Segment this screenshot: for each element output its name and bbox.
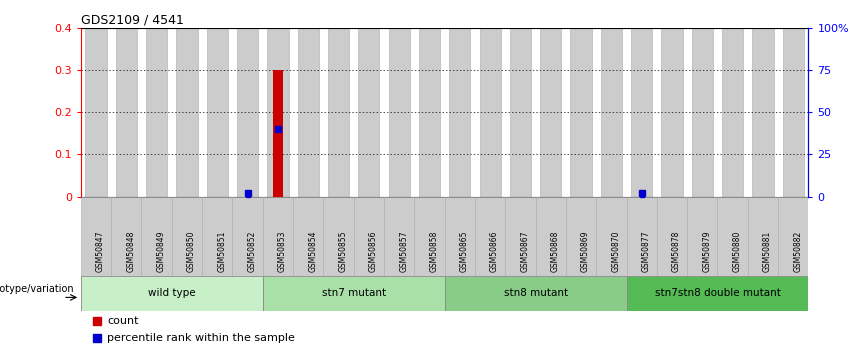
Text: GDS2109 / 4541: GDS2109 / 4541 (81, 13, 184, 27)
Bar (207, 28, 228, 197)
Text: GSM50866: GSM50866 (490, 230, 500, 272)
Text: wild type: wild type (148, 288, 196, 298)
Bar (692, 28, 713, 197)
Bar (328, 28, 349, 197)
Text: GSM50869: GSM50869 (581, 230, 590, 272)
Bar (237, 28, 258, 197)
Text: GSM50870: GSM50870 (611, 230, 620, 272)
Text: GSM50855: GSM50855 (339, 230, 347, 272)
Text: count: count (107, 316, 139, 326)
Bar (475, 197, 505, 276)
Bar (293, 197, 323, 276)
Bar (479, 28, 500, 197)
Bar (597, 197, 626, 276)
Bar (172, 197, 202, 276)
Text: GSM50852: GSM50852 (248, 231, 257, 272)
Text: GSM50854: GSM50854 (308, 230, 317, 272)
Bar (384, 197, 414, 276)
Bar (748, 197, 778, 276)
Text: GSM50879: GSM50879 (702, 230, 711, 272)
Bar (85, 28, 106, 197)
Bar (505, 197, 535, 276)
Text: GSM50882: GSM50882 (793, 231, 802, 272)
Bar (717, 197, 748, 276)
Bar (267, 28, 288, 197)
Bar (176, 28, 197, 197)
Text: GSM50877: GSM50877 (642, 230, 651, 272)
Bar (661, 28, 683, 197)
Bar (657, 197, 687, 276)
Bar (570, 28, 591, 197)
Bar (358, 28, 380, 197)
Text: GSM50849: GSM50849 (157, 230, 166, 272)
Bar (116, 28, 137, 197)
Bar (354, 197, 384, 276)
Text: GSM50868: GSM50868 (551, 231, 560, 272)
Text: stn7stn8 double mutant: stn7stn8 double mutant (654, 288, 780, 298)
Text: GSM50851: GSM50851 (217, 231, 226, 272)
Text: GSM50881: GSM50881 (763, 231, 772, 272)
Bar (146, 28, 168, 197)
Text: GSM50867: GSM50867 (521, 230, 529, 272)
Bar (389, 28, 410, 197)
Text: GSM50865: GSM50865 (460, 230, 469, 272)
Bar (323, 197, 354, 276)
Bar (298, 28, 319, 197)
Bar (232, 197, 263, 276)
Bar (141, 197, 172, 276)
Text: stn8 mutant: stn8 mutant (504, 288, 568, 298)
Bar (722, 28, 743, 197)
Bar (752, 28, 774, 197)
Bar (263, 276, 444, 310)
Bar (566, 197, 597, 276)
Bar (778, 197, 808, 276)
Bar (535, 197, 566, 276)
Bar (687, 197, 717, 276)
Bar (631, 28, 653, 197)
Text: GSM50848: GSM50848 (126, 231, 135, 272)
Bar (540, 28, 562, 197)
Bar (444, 197, 475, 276)
Bar (449, 28, 471, 197)
Text: GSM50853: GSM50853 (278, 230, 287, 272)
Text: GSM50878: GSM50878 (672, 231, 681, 272)
Bar (202, 197, 232, 276)
Text: genotype/variation: genotype/variation (0, 284, 74, 294)
Bar (626, 197, 657, 276)
Text: GSM50857: GSM50857 (399, 230, 408, 272)
Bar (272, 70, 283, 197)
Bar (444, 276, 626, 310)
Bar (111, 197, 141, 276)
Text: GSM50850: GSM50850 (187, 230, 196, 272)
Bar (783, 28, 804, 197)
Bar (81, 276, 263, 310)
Text: GSM50880: GSM50880 (733, 231, 742, 272)
Text: percentile rank within the sample: percentile rank within the sample (107, 333, 295, 343)
Bar (419, 28, 440, 197)
Bar (81, 197, 111, 276)
Bar (601, 28, 622, 197)
Bar (510, 28, 531, 197)
Text: GSM50856: GSM50856 (368, 230, 378, 272)
Bar (626, 276, 808, 310)
Text: stn7 mutant: stn7 mutant (322, 288, 386, 298)
Text: GSM50858: GSM50858 (430, 231, 438, 272)
Text: GSM50847: GSM50847 (96, 230, 105, 272)
Bar (414, 197, 444, 276)
Bar (263, 197, 293, 276)
